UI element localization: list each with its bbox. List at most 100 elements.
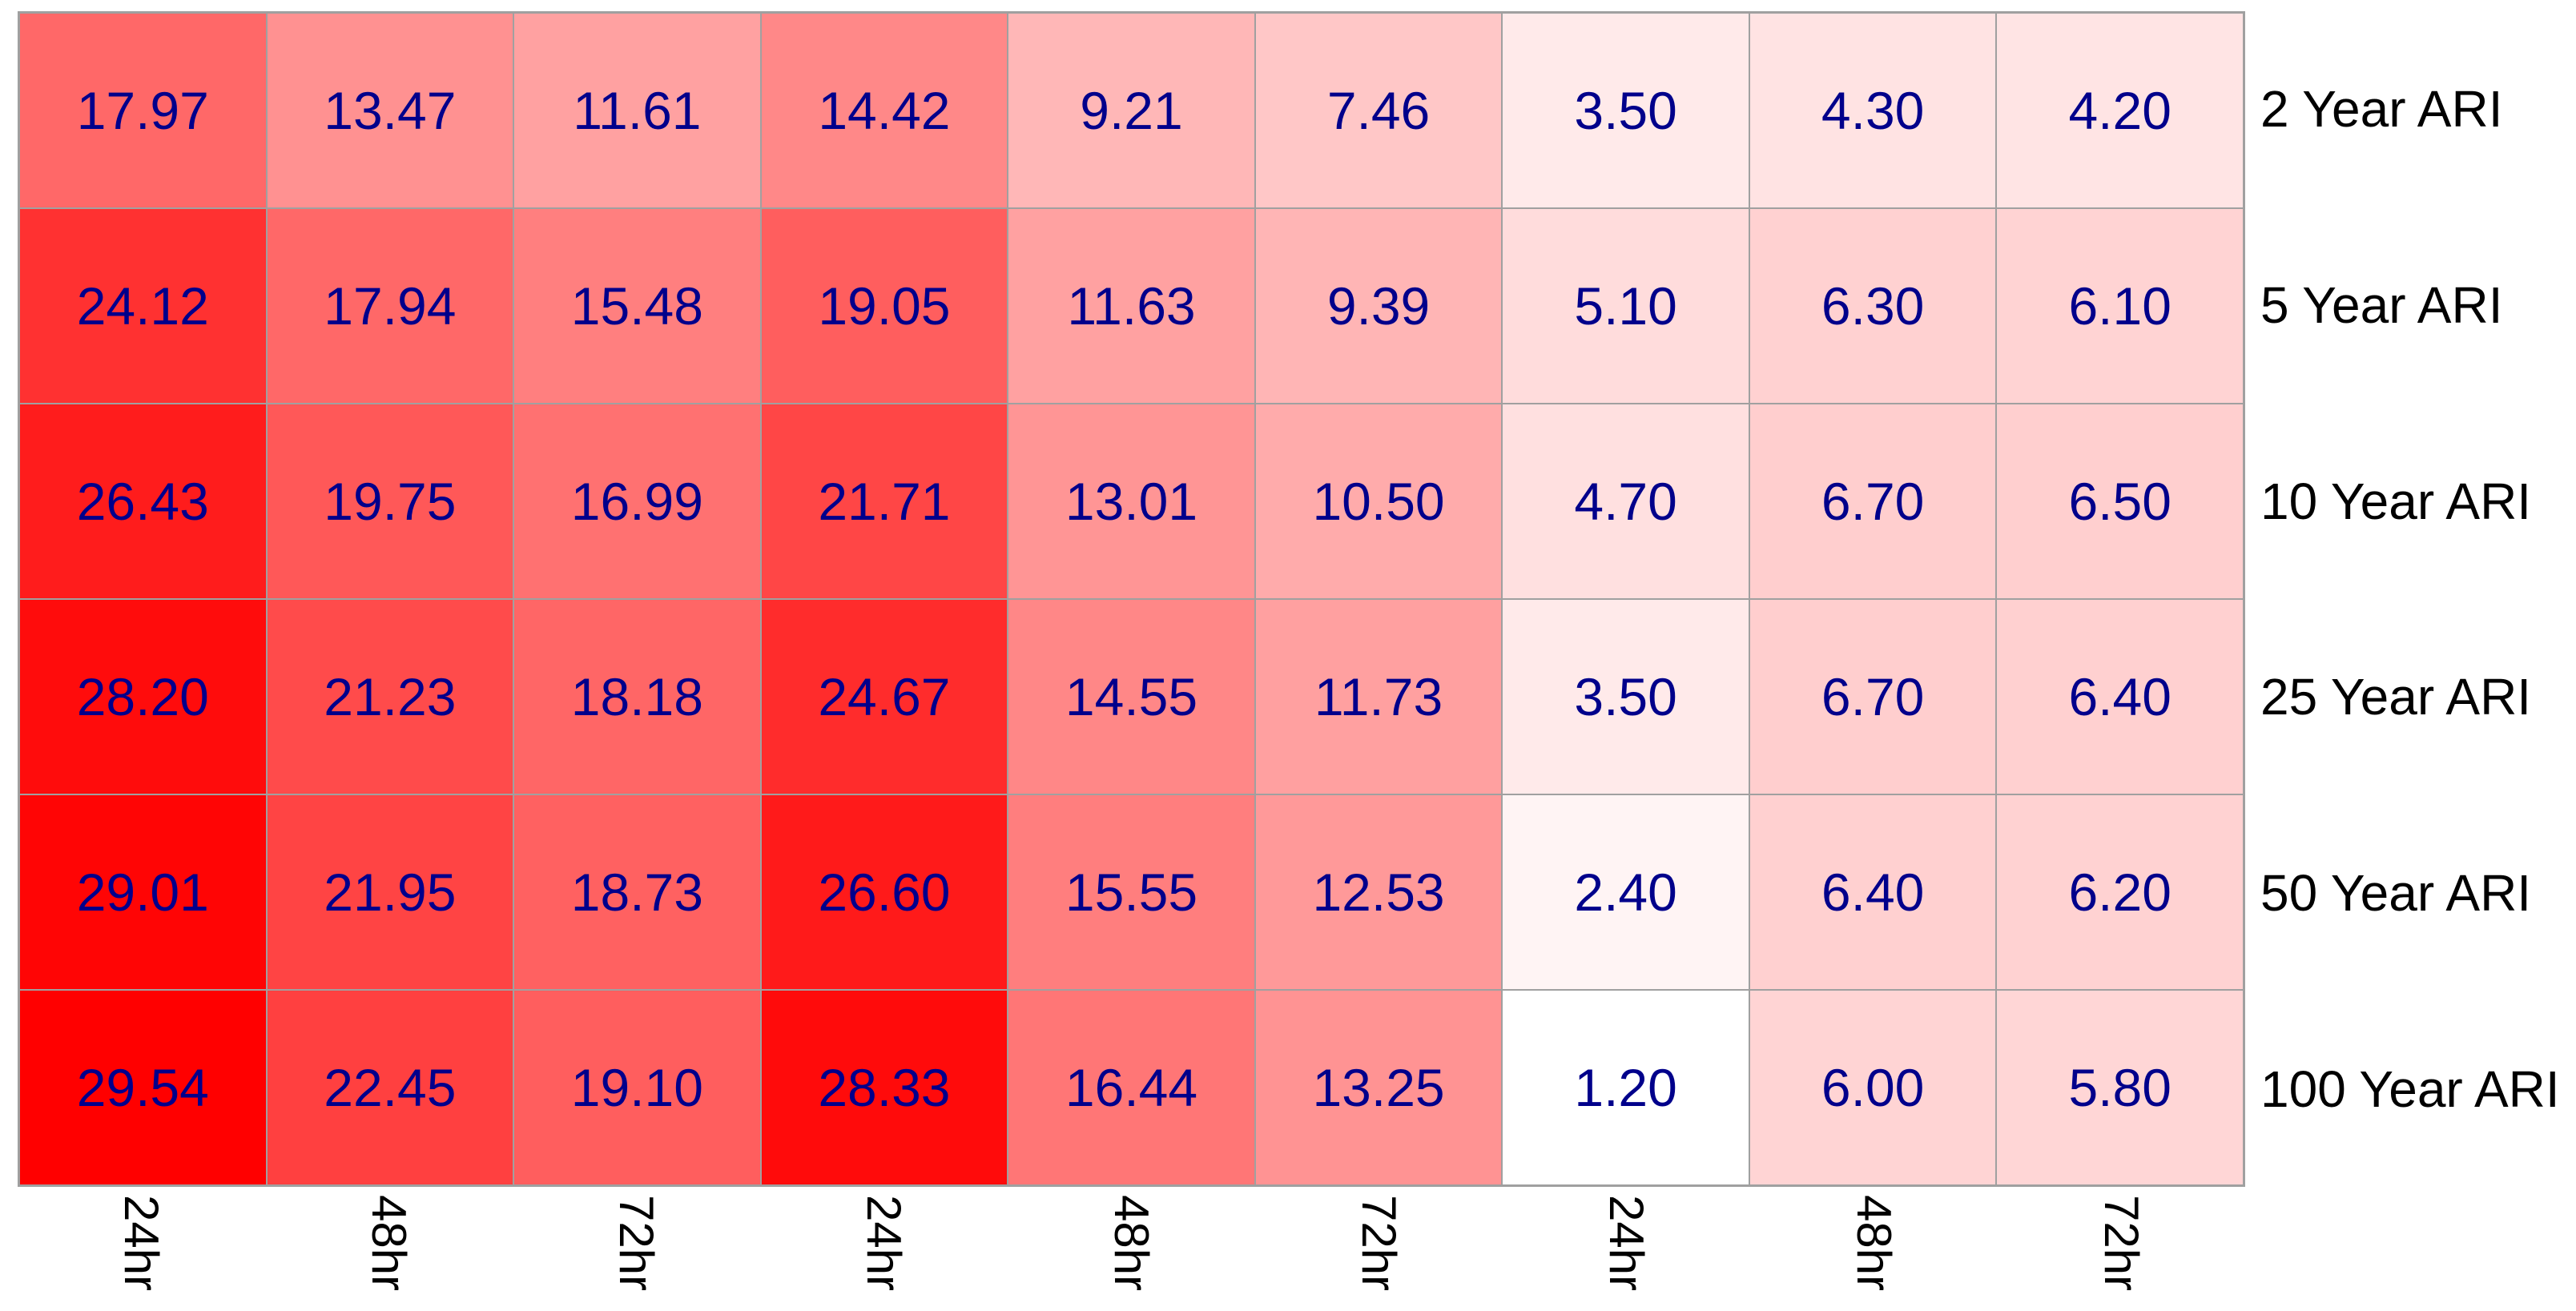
col-label: 72hr bbox=[1255, 1187, 1503, 1307]
cell-value: 14.42 bbox=[818, 81, 951, 140]
cell-value: 3.50 bbox=[1574, 667, 1677, 726]
heatmap-cell: 26.60 bbox=[761, 795, 1008, 989]
heatmap-cell: 6.70 bbox=[1749, 404, 1996, 598]
cell-value: 21.95 bbox=[324, 863, 457, 922]
heatmap-cell: 17.94 bbox=[267, 209, 513, 403]
heatmap-cell: 29.01 bbox=[20, 795, 266, 989]
row-label: 100 Year ARI bbox=[2260, 1060, 2560, 1118]
cell-value: 13.25 bbox=[1312, 1058, 1445, 1117]
heatmap-cell: 6.00 bbox=[1749, 991, 1996, 1184]
col-label-text: 48hr bbox=[362, 1194, 417, 1292]
heatmap-cell: 29.54 bbox=[20, 991, 266, 1184]
heatmap-cell: 19.75 bbox=[267, 404, 513, 598]
heatmap-cell: 3.50 bbox=[1503, 14, 1749, 207]
cell-value: 21.23 bbox=[324, 667, 457, 726]
heatmap-cell: 19.10 bbox=[514, 991, 760, 1184]
heatmap-cell: 11.63 bbox=[1008, 209, 1254, 403]
cell-value: 28.20 bbox=[76, 667, 209, 726]
heatmap-cell: 21.71 bbox=[761, 404, 1008, 598]
cell-value: 4.70 bbox=[1574, 472, 1677, 531]
col-label: 48hr bbox=[1008, 1187, 1255, 1307]
cell-value: 21.71 bbox=[818, 472, 951, 531]
row-label: 50 Year ARI bbox=[2260, 864, 2532, 923]
cell-value: 5.10 bbox=[1574, 276, 1677, 336]
col-label: 48hr bbox=[1750, 1187, 1998, 1307]
cell-value: 5.80 bbox=[2068, 1058, 2171, 1117]
heatmap-cell: 22.45 bbox=[267, 991, 513, 1184]
cell-value: 13.47 bbox=[324, 81, 457, 140]
heatmap-cell: 9.39 bbox=[1255, 209, 1502, 403]
heatmap-cell: 18.18 bbox=[514, 600, 760, 794]
cell-value: 24.67 bbox=[818, 667, 951, 726]
heatmap-cell: 13.01 bbox=[1008, 404, 1254, 598]
cell-value: 11.61 bbox=[573, 81, 702, 140]
cell-value: 6.20 bbox=[2068, 863, 2171, 922]
col-label-text: 24hr bbox=[115, 1194, 169, 1292]
heatmap-cell: 6.70 bbox=[1749, 600, 1996, 794]
cell-value: 14.55 bbox=[1065, 667, 1198, 726]
row-label: 10 Year ARI bbox=[2260, 472, 2532, 530]
cell-value: 9.39 bbox=[1326, 276, 1431, 336]
cell-value: 6.00 bbox=[1821, 1058, 1925, 1117]
heatmap-cell: 24.67 bbox=[761, 600, 1008, 794]
heatmap-cell: 6.10 bbox=[1997, 209, 2243, 403]
heatmap-cell: 6.30 bbox=[1749, 209, 1996, 403]
heatmap-cell: 4.30 bbox=[1749, 14, 1996, 207]
heatmap-cell: 3.50 bbox=[1503, 600, 1749, 794]
heatmap-cell: 1.20 bbox=[1503, 991, 1749, 1184]
heatmap-cell: 2.40 bbox=[1503, 795, 1749, 989]
cell-value: 19.75 bbox=[324, 472, 457, 531]
heatmap-cell: 18.73 bbox=[514, 795, 760, 989]
row-label: 25 Year ARI bbox=[2260, 668, 2532, 726]
cell-value: 2.40 bbox=[1574, 863, 1677, 922]
heatmap-cell: 16.99 bbox=[514, 404, 760, 598]
cell-value: 1.20 bbox=[1574, 1058, 1677, 1117]
cell-value: 3.50 bbox=[1574, 81, 1677, 140]
col-label: 24hr bbox=[1503, 1187, 1750, 1307]
heatmap-cell: 21.23 bbox=[267, 600, 513, 794]
heatmap-cell: 14.42 bbox=[761, 14, 1008, 207]
cell-value: 6.40 bbox=[2068, 667, 2171, 726]
cell-value: 28.33 bbox=[818, 1058, 951, 1117]
cell-value: 26.43 bbox=[76, 472, 209, 531]
heatmap-cell: 11.61 bbox=[514, 14, 760, 207]
heatmap-cell: 4.20 bbox=[1997, 14, 2243, 207]
heatmap-cell: 15.48 bbox=[514, 209, 760, 403]
col-label: 24hr bbox=[18, 1187, 265, 1307]
cell-value: 6.50 bbox=[2068, 472, 2171, 531]
col-label-text: 48hr bbox=[1847, 1194, 1902, 1292]
cell-value: 19.05 bbox=[818, 276, 951, 336]
cell-value: 16.44 bbox=[1065, 1058, 1198, 1117]
cell-value: 15.55 bbox=[1065, 863, 1198, 922]
heatmap-cell: 12.53 bbox=[1255, 795, 1502, 989]
heatmap-cell: 10.50 bbox=[1255, 404, 1502, 598]
cell-value: 18.18 bbox=[570, 667, 703, 726]
heatmap-cell: 11.73 bbox=[1255, 600, 1502, 794]
col-label: 72hr bbox=[513, 1187, 760, 1307]
heatmap-cell: 6.40 bbox=[1997, 600, 2243, 794]
col-label: 24hr bbox=[760, 1187, 1008, 1307]
cell-value: 6.30 bbox=[1821, 276, 1925, 336]
heatmap-cell: 5.80 bbox=[1997, 991, 2243, 1184]
heatmap-cell: 6.50 bbox=[1997, 404, 2243, 598]
col-label-text: 72hr bbox=[610, 1194, 664, 1292]
cell-value: 6.70 bbox=[1821, 667, 1925, 726]
heatmap-cell: 21.95 bbox=[267, 795, 513, 989]
cell-value: 16.99 bbox=[570, 472, 703, 531]
cell-value: 17.94 bbox=[324, 276, 457, 336]
row-axis-labels: 2 Year ARI 5 Year ARI 10 Year ARI 25 Year A… bbox=[2260, 11, 2573, 1187]
cell-value: 12.53 bbox=[1312, 863, 1445, 922]
cell-value: 24.12 bbox=[76, 276, 209, 336]
heatmap-cell: 7.46 bbox=[1255, 14, 1502, 207]
col-label-text: 48hr bbox=[1105, 1194, 1159, 1292]
col-label-text: 24hr bbox=[1600, 1194, 1654, 1292]
row-label: 2 Year ARI bbox=[2260, 80, 2503, 139]
cell-value: 4.20 bbox=[2068, 81, 2171, 140]
heatmap-cell: 6.40 bbox=[1749, 795, 1996, 989]
cell-value: 6.70 bbox=[1821, 472, 1925, 531]
col-label-text: 24hr bbox=[857, 1194, 912, 1292]
heatmap-cell: 14.55 bbox=[1008, 600, 1254, 794]
cell-value: 29.54 bbox=[76, 1058, 209, 1117]
cell-value: 6.40 bbox=[1821, 863, 1925, 922]
